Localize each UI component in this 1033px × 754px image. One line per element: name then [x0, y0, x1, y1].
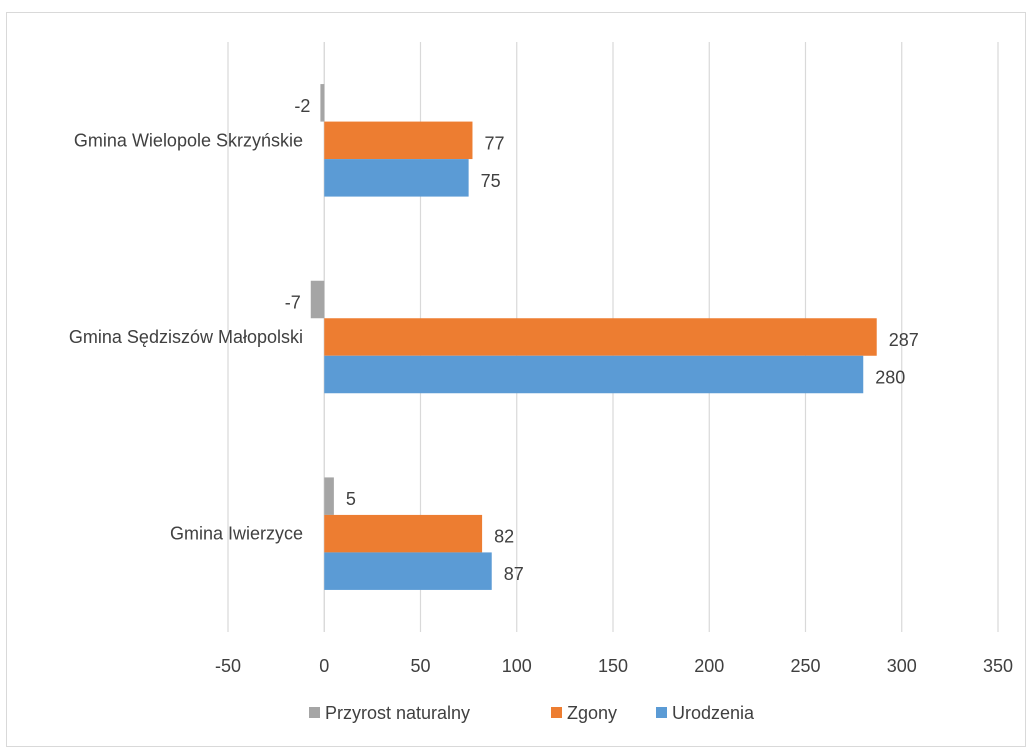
- bar-0-0: [320, 84, 325, 122]
- x-tick-label-0: -50: [215, 656, 241, 676]
- data-label-0-1: 77: [484, 133, 504, 153]
- x-tick-label-4: 150: [598, 656, 628, 676]
- bar-2-2: [324, 552, 492, 590]
- data-label-1-2: 280: [875, 368, 905, 388]
- bar-2-0: [324, 477, 334, 515]
- bar-1-1: [324, 318, 877, 356]
- data-label-2-0: 5: [346, 489, 356, 509]
- x-tick-label-8: 350: [983, 656, 1013, 676]
- legend: Przyrost naturalny Zgony Urodzenia: [309, 703, 755, 723]
- category-label-1: Gmina Sędziszów Małopolski: [69, 327, 303, 347]
- data-label-0-0: -2: [294, 96, 310, 116]
- x-tick-label-7: 300: [887, 656, 917, 676]
- category-label-0: Gmina Wielopole Skrzyńskie: [74, 130, 303, 150]
- bar-1-0: [310, 280, 325, 319]
- legend-label-0: Przyrost naturalny: [325, 703, 470, 723]
- x-tick-label-2: 50: [410, 656, 430, 676]
- data-label-0-2: 75: [481, 171, 501, 191]
- x-tick-label-6: 250: [790, 656, 820, 676]
- bar-1-2: [324, 355, 864, 394]
- data-label-1-0: -7: [285, 293, 301, 313]
- legend-swatch-2: [656, 707, 667, 718]
- legend-swatch-1: [551, 707, 562, 718]
- bars: [310, 84, 877, 590]
- x-tick-label-3: 100: [502, 656, 532, 676]
- x-tick-label-5: 200: [694, 656, 724, 676]
- legend-swatch-0: [309, 707, 320, 718]
- x-tick-label-1: 0: [319, 656, 329, 676]
- bar-2-1: [324, 514, 483, 553]
- legend-label-2: Urodzenia: [672, 703, 755, 723]
- x-tick-labels: -50 0 50 100 150 200 250 300 350: [215, 656, 1013, 676]
- data-label-1-1: 287: [889, 330, 919, 350]
- category-label-2: Gmina Iwierzyce: [170, 524, 303, 544]
- category-labels: Gmina Wielopole Skrzyńskie Gmina Sędziszó…: [69, 130, 303, 543]
- bar-0-1: [324, 121, 473, 160]
- legend-label-1: Zgony: [567, 703, 617, 723]
- data-label-2-2: 87: [504, 564, 524, 584]
- bar-0-2: [324, 159, 469, 197]
- data-labels: -2 77 75 -7 287 280 5 82 87: [285, 96, 919, 584]
- data-label-2-1: 82: [494, 527, 514, 547]
